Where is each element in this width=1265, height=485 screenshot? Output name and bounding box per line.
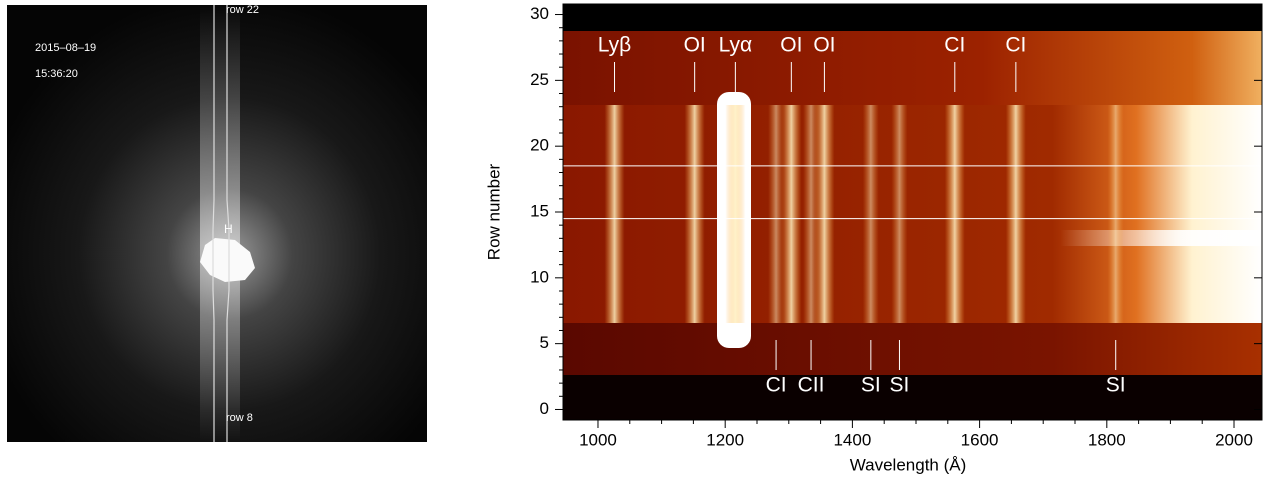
line-label: Lyα — [719, 34, 753, 57]
y-tick-label: 25 — [530, 70, 549, 89]
band — [563, 31, 1262, 105]
x-tick-label: 1400 — [833, 430, 871, 449]
emission-column — [891, 105, 908, 323]
line-label: OI — [684, 34, 706, 57]
x-axis-label: Wavelength (Å) — [850, 455, 967, 474]
y-tick-label: 20 — [530, 136, 549, 155]
y-tick-label: 0 — [540, 399, 549, 418]
spectral-image — [563, 4, 1262, 420]
line-label: CI — [766, 374, 787, 397]
emission-column — [803, 105, 820, 323]
y-tick-label: 15 — [530, 201, 549, 220]
emission-column — [1107, 105, 1124, 323]
line-label: Lyβ — [598, 34, 631, 57]
emission-column — [768, 105, 785, 323]
y-axis-label: Row number — [484, 163, 503, 260]
line-label: SI — [890, 374, 910, 397]
plot: Lyβ OI Lyα OI OI CI CI CI CII SI SI SI 1000 1200 1400 1… — [530, 4, 1262, 449]
emission-column — [814, 105, 835, 323]
y-tick-label: 10 — [530, 267, 549, 286]
row-label: row 8 — [226, 412, 253, 424]
line-label: OI — [813, 34, 835, 57]
emission-column — [684, 105, 705, 323]
image-time: 15:36:20 — [35, 68, 78, 80]
row-label: row 22 — [226, 4, 259, 16]
emission-column — [1005, 105, 1026, 323]
band — [563, 375, 1262, 420]
band — [563, 105, 1262, 323]
x-tick-label: 1800 — [1088, 430, 1126, 449]
plot-frame — [562, 3, 1263, 421]
marker-label: H — [224, 222, 233, 236]
emission-column — [862, 105, 879, 323]
emission-column — [604, 105, 625, 323]
x-tick-label: 1600 — [961, 430, 999, 449]
line-label: SI — [861, 374, 881, 397]
nucleus — [200, 238, 255, 282]
band — [563, 4, 1262, 31]
line-label: CI — [1005, 34, 1026, 57]
line-label: SI — [1106, 374, 1126, 397]
line-label: OI — [780, 34, 802, 57]
emission-column — [944, 105, 965, 323]
x-tick-label: 1000 — [579, 430, 617, 449]
line-label: CI — [944, 34, 965, 57]
emission-column — [781, 105, 802, 323]
slit — [212, 5, 230, 442]
band — [1060, 230, 1262, 246]
jet — [200, 5, 240, 442]
line-label: CII — [798, 374, 825, 397]
y-tick-label: 5 — [540, 333, 549, 352]
comet-image: 2015–08–19 15:36:20 row 22 row 8 H — [7, 4, 427, 442]
y-tick-label: 30 — [530, 4, 549, 23]
band — [563, 323, 1262, 375]
emission-column — [725, 105, 746, 323]
x-tick-label: 1200 — [706, 430, 744, 449]
image-date: 2015–08–19 — [35, 42, 96, 54]
x-tick-label: 2000 — [1215, 430, 1253, 449]
